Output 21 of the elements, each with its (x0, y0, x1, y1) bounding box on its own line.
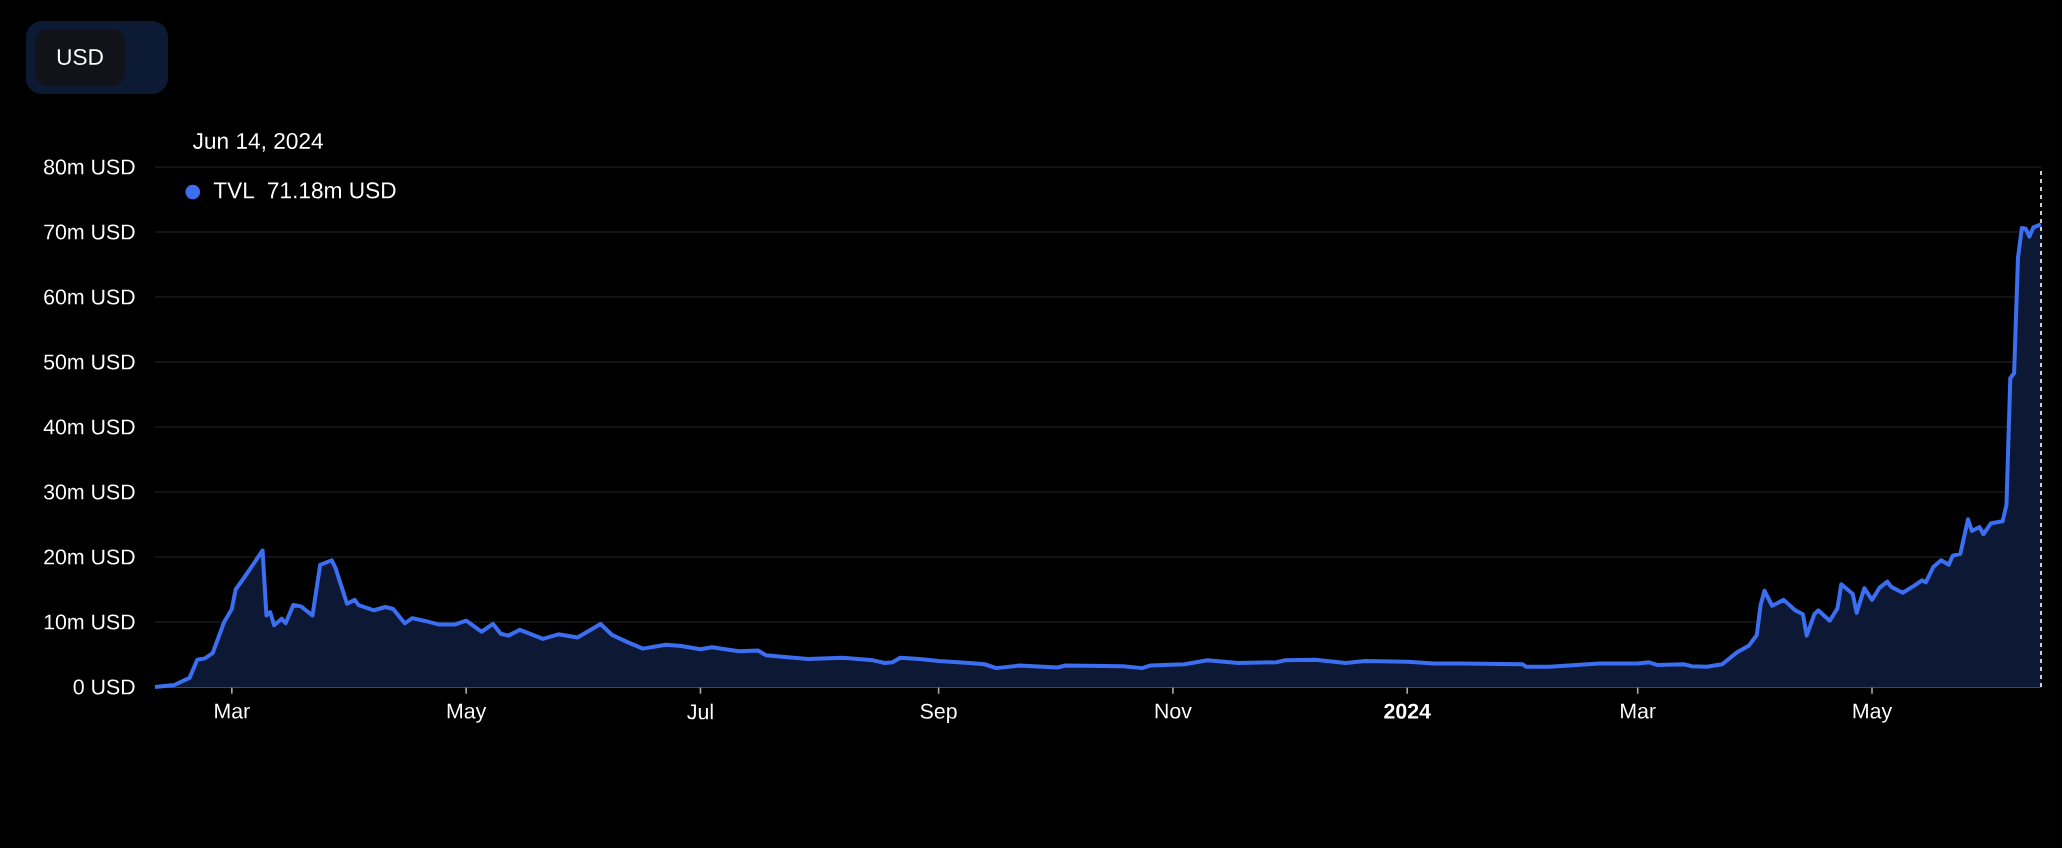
y-tick-label: 10m USD (44, 614, 135, 630)
y-tick-label: 40m USD (43, 419, 135, 435)
x-tick-label: Nov (1155, 703, 1192, 719)
y-tick-label: 80m USD (44, 159, 135, 175)
x-tick-label: 2024 (1384, 703, 1431, 719)
x-tick-label: May (447, 703, 487, 723)
x-tick-label: Mar (215, 703, 250, 719)
y-tick-label: 60m USD (44, 289, 135, 305)
y-tick-label: 20m USD (44, 549, 135, 565)
x-tick-label: May (1853, 703, 1893, 723)
y-tick-label: 70m USD (44, 224, 135, 240)
text: Jun 14, 2024 (192, 132, 323, 152)
x-tick-label: Jul (687, 703, 713, 720)
legend-label: TVL (213, 182, 255, 199)
annotation: 71.18m USD (268, 182, 396, 199)
y-tick-label: 0 USD (73, 679, 135, 695)
y-tick-label: 50m USD (44, 354, 135, 370)
text: USD (57, 48, 103, 66)
x-tick-label: Mar (1621, 703, 1656, 719)
x-tick-label: Sep (920, 703, 957, 724)
y-tick-label: 30m USD (43, 484, 135, 500)
